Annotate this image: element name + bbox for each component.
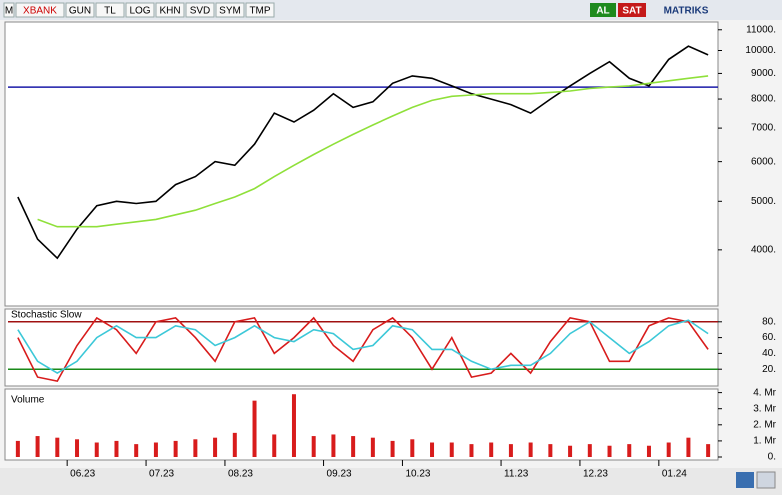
x-tick-label: 11.23 bbox=[504, 469, 529, 480]
y-tick-label: 11000. bbox=[746, 24, 776, 35]
volume-bar bbox=[489, 442, 494, 457]
volume-bar bbox=[449, 442, 454, 457]
status-bar bbox=[0, 468, 782, 495]
x-tick-label: 09.23 bbox=[327, 469, 352, 480]
toolbar-button[interactable] bbox=[245, 2, 275, 18]
volume-bar bbox=[646, 445, 651, 457]
volume-bar bbox=[35, 436, 40, 457]
panel-title: Stochastic Slow bbox=[11, 310, 82, 321]
volume-bar bbox=[311, 436, 316, 457]
series-line bbox=[17, 319, 709, 375]
volume-bar bbox=[134, 444, 139, 457]
volume-bar bbox=[390, 440, 395, 457]
x-tick-label: 12.23 bbox=[583, 469, 608, 480]
panel-title: Volume bbox=[11, 395, 45, 406]
y-tick-label: 9000. bbox=[751, 68, 776, 79]
toolbar-button[interactable] bbox=[3, 2, 15, 18]
scroll-icon[interactable] bbox=[756, 471, 776, 489]
volume-bar bbox=[587, 444, 592, 457]
volume-bar bbox=[607, 445, 612, 457]
y-tick-label: 40. bbox=[762, 348, 776, 359]
volume-bar bbox=[55, 437, 60, 457]
toolbar-button[interactable] bbox=[215, 2, 245, 18]
toolbar-label[interactable]: TMP bbox=[249, 6, 270, 17]
sell-button[interactable] bbox=[618, 3, 646, 17]
volume-bar bbox=[75, 439, 80, 457]
volume-bar bbox=[548, 444, 553, 457]
toolbar-label[interactable]: LOG bbox=[129, 6, 150, 17]
y-tick-label: 4000. bbox=[751, 244, 776, 255]
volume-bar bbox=[153, 442, 158, 457]
y-tick-label: 3. Mr bbox=[753, 403, 776, 414]
toolbar-button[interactable] bbox=[155, 2, 185, 18]
toolbar-label[interactable]: M bbox=[5, 6, 13, 17]
brand: MATRIKS bbox=[664, 6, 709, 17]
x-tick-label: 07.23 bbox=[149, 469, 174, 480]
buy-button[interactable] bbox=[590, 3, 616, 17]
series-line bbox=[37, 75, 709, 228]
volume-bar bbox=[370, 437, 375, 457]
y-tick-label: 5000. bbox=[751, 196, 776, 207]
price-panel bbox=[4, 21, 719, 307]
toolbar-label[interactable]: GUN bbox=[69, 6, 91, 17]
y-tick-label: 7000. bbox=[751, 123, 776, 134]
y-tick-label: 20. bbox=[762, 364, 776, 375]
x-tick-label: 08.23 bbox=[228, 469, 253, 480]
toolbar-button[interactable] bbox=[185, 2, 215, 18]
volume-bar bbox=[686, 437, 691, 457]
volume-bar bbox=[706, 444, 711, 457]
volume-bar bbox=[568, 445, 573, 457]
toolbar-label[interactable]: TL bbox=[104, 6, 116, 17]
volume-bar bbox=[252, 400, 257, 457]
sync-icon[interactable] bbox=[736, 472, 754, 488]
series-line bbox=[17, 316, 709, 383]
y-tick-label: 8000. bbox=[751, 94, 776, 105]
sell-label[interactable]: SAT bbox=[622, 6, 641, 17]
volume-bar bbox=[15, 440, 20, 457]
volume-bar bbox=[508, 444, 513, 457]
toolbar-button[interactable] bbox=[95, 2, 125, 18]
volume-bar bbox=[430, 442, 435, 457]
volume-bar bbox=[666, 442, 671, 457]
y-tick-label: 10000. bbox=[745, 45, 776, 56]
volume-bar bbox=[193, 439, 198, 457]
volume-bar bbox=[173, 440, 178, 457]
volume-bar bbox=[291, 394, 296, 457]
series-line bbox=[17, 45, 709, 260]
volume-bar bbox=[331, 434, 336, 457]
toolbar-label[interactable]: SYM bbox=[219, 6, 241, 17]
toolbar-label[interactable]: XBANK bbox=[23, 6, 57, 17]
volume-bar bbox=[114, 440, 119, 457]
x-tick-label: 01.24 bbox=[662, 469, 687, 480]
x-tick-label: 10.23 bbox=[405, 469, 430, 480]
toolbar-button[interactable] bbox=[65, 2, 95, 18]
y-tick-label: 2. Mr bbox=[753, 419, 776, 430]
toolbar-label[interactable]: SVD bbox=[190, 6, 211, 17]
y-tick-label: 4. Mr bbox=[753, 387, 776, 398]
y-tick-label: 0. bbox=[768, 452, 776, 463]
toolbar-label[interactable]: KHN bbox=[159, 6, 180, 17]
volume-bar bbox=[410, 439, 415, 457]
toolbar-button[interactable] bbox=[15, 2, 65, 18]
volume-bar bbox=[272, 434, 277, 457]
volume-bar bbox=[469, 444, 474, 457]
y-tick-label: 1. Mr bbox=[753, 436, 776, 447]
x-tick-label: 06.23 bbox=[70, 469, 95, 480]
buy-label[interactable]: AL bbox=[596, 6, 609, 17]
volume-panel bbox=[4, 388, 719, 461]
y-tick-label: 6000. bbox=[751, 156, 776, 167]
volume-bar bbox=[528, 442, 533, 457]
volume-bar bbox=[351, 436, 356, 457]
y-tick-label: 60. bbox=[762, 332, 776, 343]
volume-bar bbox=[232, 432, 237, 457]
y-tick-label: 80. bbox=[762, 316, 776, 327]
volume-bar bbox=[627, 444, 632, 457]
volume-bar bbox=[213, 437, 218, 457]
toolbar-button[interactable] bbox=[125, 2, 155, 18]
volume-bar bbox=[94, 442, 99, 457]
